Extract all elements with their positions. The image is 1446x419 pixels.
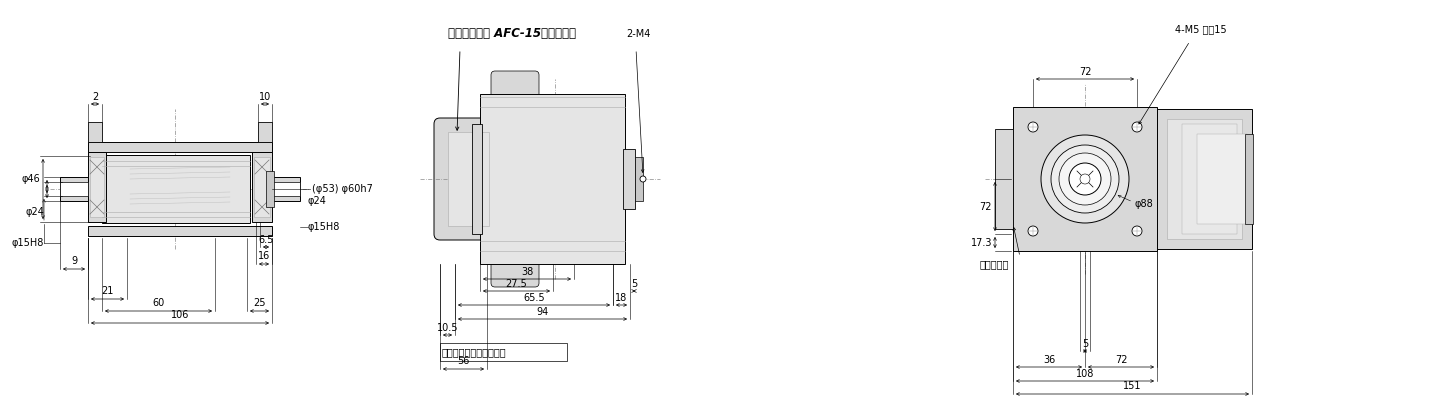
Bar <box>1167 119 1242 239</box>
Bar <box>88 142 272 152</box>
Bar <box>635 157 643 201</box>
Text: φ24: φ24 <box>25 207 43 217</box>
Text: 10.5: 10.5 <box>437 323 458 333</box>
Circle shape <box>1028 226 1038 236</box>
Text: φ15H8: φ15H8 <box>12 238 43 248</box>
Bar <box>254 157 270 217</box>
Bar <box>272 182 299 196</box>
Bar <box>440 343 567 361</box>
Text: 保護キャップ AFC-15（付属品）: 保護キャップ AFC-15（付属品） <box>448 28 576 41</box>
Text: 27.5: 27.5 <box>506 279 528 289</box>
Text: (φ53) φ60h7: (φ53) φ60h7 <box>312 184 373 194</box>
Text: 10: 10 <box>259 92 270 102</box>
Text: 106: 106 <box>171 310 189 320</box>
Bar <box>1014 107 1157 251</box>
Bar <box>257 122 272 142</box>
Bar <box>480 94 625 264</box>
Bar <box>59 182 88 196</box>
Text: 65.5: 65.5 <box>523 293 545 303</box>
Bar <box>90 157 104 217</box>
Text: 4-M5 深さ15: 4-M5 深さ15 <box>1176 24 1226 34</box>
Text: 9: 9 <box>71 256 77 266</box>
Bar <box>1197 134 1246 224</box>
Bar <box>448 132 489 226</box>
Bar <box>103 155 250 223</box>
Circle shape <box>641 176 646 182</box>
Text: 25: 25 <box>253 298 266 308</box>
Bar <box>252 152 272 222</box>
Text: 5: 5 <box>1082 339 1089 349</box>
Text: フランジ面: フランジ面 <box>980 259 1009 269</box>
Circle shape <box>1058 153 1111 205</box>
Text: 5: 5 <box>630 279 638 289</box>
Text: φ88: φ88 <box>1135 199 1154 209</box>
Bar <box>88 122 103 142</box>
Text: 18: 18 <box>616 293 628 303</box>
Bar <box>88 226 272 236</box>
Text: 108: 108 <box>1076 369 1095 379</box>
Bar <box>1157 109 1252 249</box>
Bar <box>272 177 299 201</box>
Text: 6.5: 6.5 <box>259 235 273 245</box>
FancyBboxPatch shape <box>492 71 539 107</box>
Circle shape <box>1041 135 1129 223</box>
FancyBboxPatch shape <box>492 251 539 287</box>
Text: 56: 56 <box>457 356 470 366</box>
Text: 72: 72 <box>1079 67 1092 77</box>
Text: 保護キャップ取り付け時: 保護キャップ取り付け時 <box>442 347 506 357</box>
Bar <box>995 129 1014 229</box>
Bar <box>1181 124 1236 234</box>
Text: 38: 38 <box>521 267 534 277</box>
Circle shape <box>1028 122 1038 132</box>
Text: φ24: φ24 <box>308 196 327 206</box>
FancyBboxPatch shape <box>434 118 492 240</box>
Circle shape <box>1051 145 1119 213</box>
Circle shape <box>1132 122 1142 132</box>
Bar <box>59 177 88 201</box>
Bar <box>623 149 635 209</box>
Text: 151: 151 <box>1124 381 1142 391</box>
Text: 17.3: 17.3 <box>970 238 992 248</box>
Text: 16: 16 <box>257 251 270 261</box>
Bar <box>88 152 106 222</box>
Text: 2-M4: 2-M4 <box>626 29 651 39</box>
Text: 72: 72 <box>1115 355 1128 365</box>
Text: 2: 2 <box>93 92 98 102</box>
Text: 36: 36 <box>1043 355 1056 365</box>
Text: 94: 94 <box>536 307 548 317</box>
Bar <box>1245 134 1254 224</box>
Circle shape <box>1080 174 1090 184</box>
Text: 60: 60 <box>152 298 165 308</box>
Circle shape <box>1069 163 1100 195</box>
Text: 72: 72 <box>979 202 992 212</box>
Circle shape <box>1132 226 1142 236</box>
Bar <box>471 124 482 234</box>
Text: φ15H8: φ15H8 <box>308 222 340 232</box>
Text: 21: 21 <box>101 286 114 296</box>
Bar <box>266 171 273 207</box>
Text: φ46: φ46 <box>22 174 40 184</box>
